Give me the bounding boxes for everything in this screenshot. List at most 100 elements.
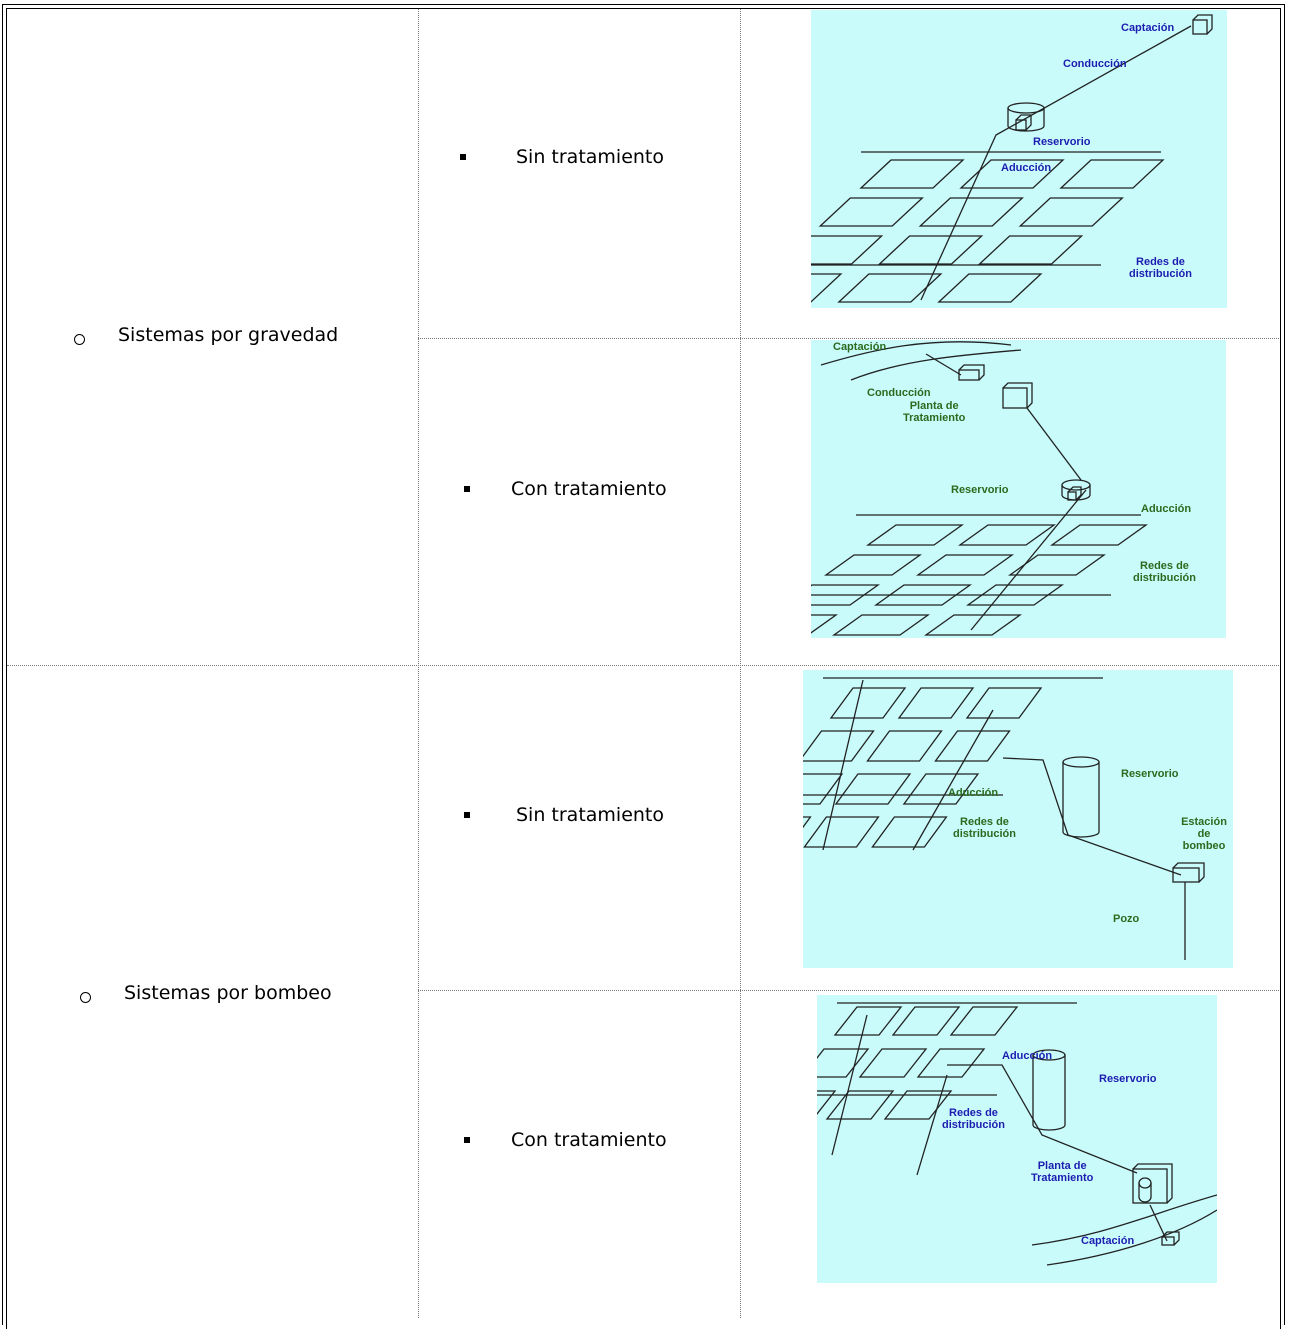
drawing-stroke	[1007, 102, 1045, 114]
row-divider	[418, 990, 1279, 991]
drawing-stroke	[1172, 867, 1200, 883]
drawing-stroke	[829, 687, 907, 719]
drawing-stroke	[958, 364, 985, 381]
drawing-stroke	[811, 614, 839, 634]
drawing-stroke	[823, 554, 923, 576]
drawing-stroke	[859, 159, 965, 189]
diagram-label: Captación	[833, 341, 887, 353]
drawing-stroke	[920, 25, 1192, 301]
diagram-label: Planta de Tratamiento	[903, 400, 966, 424]
diagram-label: Conducción	[867, 387, 931, 399]
drawing-stroke	[817, 1090, 837, 1115]
drawing-stroke	[834, 773, 912, 805]
diagram: Reservorio Aducción Redes de distribució…	[803, 670, 1233, 968]
diagram-label: Estación de bombeo	[1181, 816, 1227, 852]
bullet	[464, 486, 470, 492]
drawing-stroke	[811, 584, 881, 606]
drawing-stroke	[831, 1014, 868, 1156]
drawing-stroke	[803, 773, 844, 805]
diagram-label: Redes de distribución	[1133, 560, 1196, 584]
drawing-stroke	[1049, 524, 1149, 546]
drawing-stroke	[1161, 1236, 1175, 1246]
drawing-stroke	[916, 1074, 948, 1176]
diagram: Captación Conducción Planta de Tratamien…	[811, 340, 1226, 638]
col-divider	[740, 9, 741, 1318]
drawing-stroke	[1138, 1177, 1152, 1189]
drawing-stroke	[915, 554, 1015, 576]
drawing-stroke	[1172, 862, 1205, 883]
system-label: Sistemas por gravedad	[118, 324, 339, 346]
bullet	[74, 334, 85, 345]
row-divider	[7, 665, 1279, 666]
drawing-stroke	[934, 730, 1011, 762]
drawing-stroke	[1032, 1124, 1066, 1131]
drawing-stroke	[1007, 554, 1107, 576]
drawing-stroke	[883, 1090, 953, 1120]
bullet	[80, 992, 91, 1003]
drawing-stroke	[871, 816, 948, 848]
drawing-stroke	[916, 1048, 986, 1078]
diagram-drawing	[803, 677, 1205, 960]
diagram-label: Captación	[1081, 1235, 1135, 1247]
drawing-stroke	[918, 197, 1024, 227]
diagram-label: Reservorio	[951, 484, 1009, 496]
drawing-stroke	[925, 353, 962, 376]
drawing-stroke	[1002, 757, 1182, 876]
drawing-stroke	[947, 1064, 1138, 1174]
drawing-stroke	[1138, 1196, 1152, 1203]
drawing-stroke	[803, 816, 812, 829]
variant-label: Con tratamiento	[511, 1129, 667, 1151]
drawing-stroke	[833, 1006, 903, 1036]
drawing-stroke	[1067, 491, 1077, 501]
drawing-stroke	[858, 1048, 928, 1078]
drawing-stroke	[937, 273, 1043, 303]
drawing-stroke	[1067, 486, 1082, 501]
drawing-stroke	[818, 197, 924, 227]
drawing-stroke	[1062, 756, 1100, 768]
drawing-stroke	[822, 679, 864, 851]
drawing-stroke	[803, 730, 875, 762]
drawing-stroke	[912, 709, 994, 851]
diagram-label: Redes de distribución	[942, 1107, 1005, 1131]
drawing-stroke	[891, 1006, 961, 1036]
variant-label: Sin tratamiento	[516, 804, 665, 826]
row-divider	[418, 338, 1279, 339]
drawing-stroke	[811, 273, 843, 303]
drawing-stroke	[1192, 19, 1208, 35]
drawing-stroke	[866, 730, 943, 762]
drawing-stroke	[803, 816, 880, 848]
diagram-label: Reservorio	[1033, 136, 1091, 148]
drawing-stroke	[1132, 1163, 1173, 1204]
variant-label: Con tratamiento	[511, 478, 667, 500]
drawing-stroke	[965, 584, 1065, 606]
bullet	[460, 154, 466, 160]
system-label: Sistemas por bombeo	[124, 982, 332, 1004]
drawing-stroke	[817, 1048, 870, 1078]
diagram: Captación Conducción Reservorio Aducción…	[811, 10, 1227, 308]
col-divider	[418, 9, 419, 1318]
drawing-stroke	[897, 687, 975, 719]
drawing-stroke	[1149, 1204, 1168, 1242]
drawing-stroke	[959, 159, 1065, 189]
drawing-stroke	[1161, 1231, 1180, 1246]
diagram-label: Reservorio	[1099, 1073, 1157, 1085]
drawing-stroke	[1015, 119, 1027, 131]
drawing-stroke	[825, 1090, 895, 1120]
drawing-stroke	[1062, 831, 1100, 838]
diagram-label: Aducción	[1141, 503, 1192, 515]
diagram-label: Conducción	[1063, 58, 1127, 70]
drawing-stroke	[902, 773, 980, 805]
drawing-stroke	[1031, 1194, 1217, 1246]
diagram-label: Pozo	[1113, 913, 1140, 925]
bullet	[464, 812, 470, 818]
diagram-drawing	[817, 1002, 1217, 1266]
diagram-label: Redes de distribución	[1129, 256, 1192, 280]
drawing-stroke	[1002, 382, 1033, 409]
drawing-stroke	[958, 369, 980, 381]
drawing-stroke	[1132, 1168, 1168, 1204]
drawing-stroke	[1192, 14, 1213, 35]
drawing-stroke	[850, 349, 1022, 381]
diagram-label: Planta de Tratamiento	[1031, 1160, 1094, 1184]
diagram-label: Aducción	[1002, 1050, 1053, 1062]
